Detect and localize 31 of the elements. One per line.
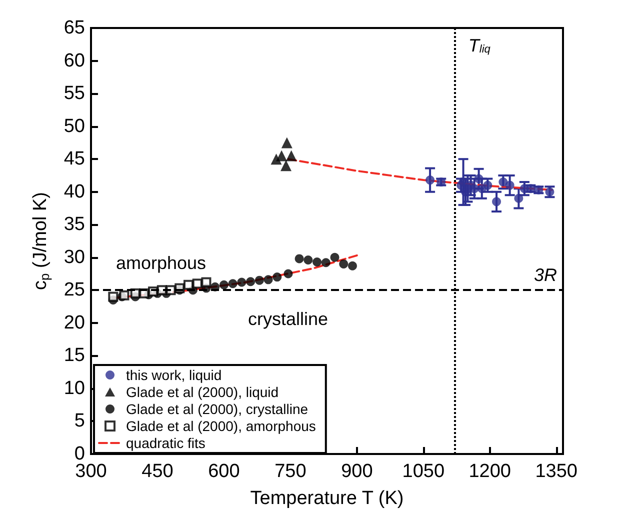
legend-label: Glade et al (2000), crystalline (126, 401, 308, 417)
y-tick-label: 45 (64, 148, 85, 170)
y-tick-label: 40 (64, 181, 85, 202)
annotation: amorphous (116, 253, 206, 273)
legend-label: Glade et al (2000), amorphous (126, 418, 316, 434)
y-tick-label: 15 (64, 345, 85, 366)
y-tick-label: 5 (74, 410, 85, 432)
x-axis-title: Temperature T (K) (250, 488, 404, 509)
y-tick-label: 65 (64, 18, 85, 38)
x-tick-label: 1200 (468, 461, 512, 482)
y-tick-label: 20 (64, 312, 85, 334)
y-tick-label: 50 (64, 116, 85, 137)
annotation: crystalline (248, 309, 328, 329)
y-tick-label: 25 (64, 280, 85, 301)
x-tick-label: 900 (341, 461, 373, 482)
x-tick-label: 1350 (535, 461, 578, 482)
x-tick-label: 600 (208, 461, 240, 482)
x-tick-label: 1050 (402, 461, 445, 482)
x-tick-label: 450 (142, 461, 174, 482)
y-axis-title: cp (J/mol K) (30, 192, 52, 290)
ref-line-label: Tliq (468, 36, 492, 56)
y-tick-label: 55 (64, 83, 85, 104)
y-tick-label: 35 (64, 214, 85, 236)
y-tick-label: 10 (64, 378, 85, 399)
ref-line-label: 3R (534, 265, 557, 286)
y-tick-label: 60 (64, 50, 85, 72)
legend-label: Glade et al (2000), liquid (126, 384, 279, 400)
legend-label: quadratic fits (126, 435, 206, 451)
x-tick-label: 750 (274, 461, 306, 482)
y-tick-label: 30 (64, 246, 85, 268)
legend-label: this work, liquid (126, 367, 222, 383)
